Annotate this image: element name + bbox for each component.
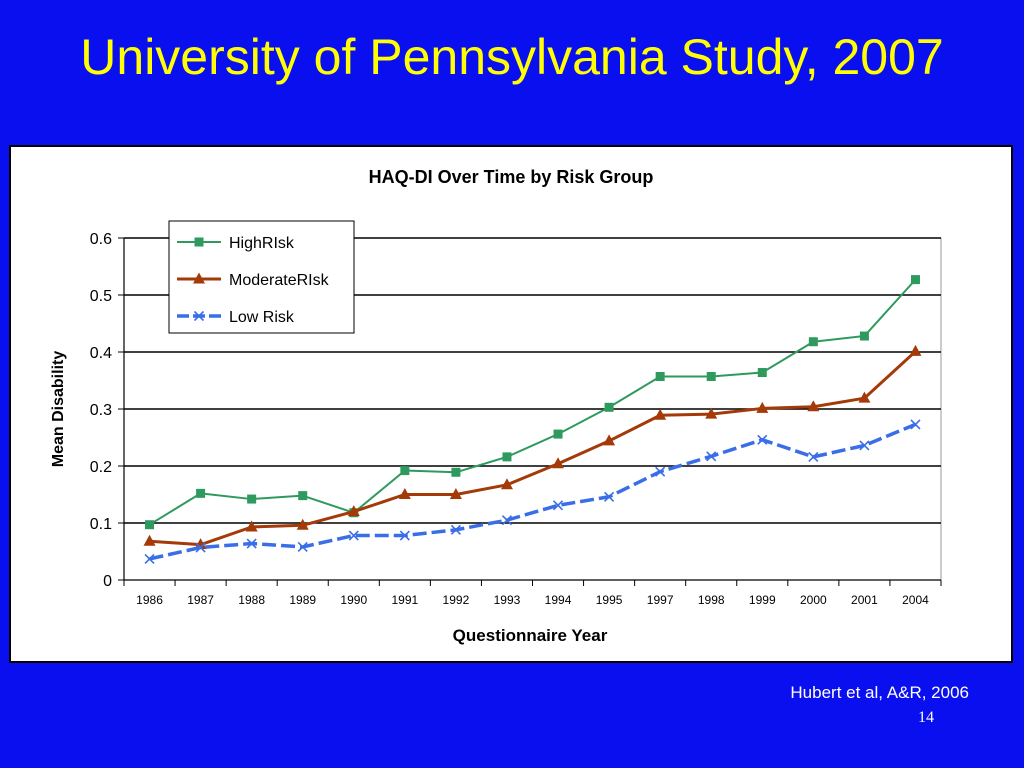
data-point-moderaterisk bbox=[756, 401, 769, 413]
x-tick-label: 1997 bbox=[647, 593, 674, 607]
data-point-moderaterisk bbox=[654, 408, 667, 420]
data-point-highrisk bbox=[655, 372, 665, 382]
x-tick-label: 1995 bbox=[596, 593, 623, 607]
data-point-low-risk bbox=[297, 541, 308, 553]
data-point-moderaterisk bbox=[909, 344, 922, 356]
data-point-low-risk bbox=[450, 524, 461, 535]
chart-title: HAQ-DI Over Time by Risk Group bbox=[369, 167, 654, 187]
x-axis-label: Questionnaire Year bbox=[453, 626, 608, 645]
data-point-highrisk bbox=[910, 275, 920, 285]
legend-marker-low-risk bbox=[193, 310, 205, 322]
data-point-low-risk bbox=[399, 530, 410, 541]
data-point-low-risk bbox=[552, 500, 564, 511]
data-point-highrisk bbox=[706, 372, 716, 382]
y-tick-label: 0.5 bbox=[90, 288, 112, 305]
x-tick-label: 2000 bbox=[800, 593, 827, 607]
data-point-moderaterisk bbox=[398, 488, 411, 499]
x-tick-label: 1989 bbox=[289, 593, 316, 607]
legend-label-low-risk: Low Risk bbox=[229, 309, 295, 326]
data-point-moderaterisk bbox=[603, 434, 616, 446]
series-line-low-risk bbox=[149, 422, 917, 561]
x-tick-label: 1993 bbox=[494, 593, 521, 607]
data-point-highrisk bbox=[451, 467, 461, 477]
chart-panel: HAQ-DI Over Time by Risk Group 0 0.1 0.2 0.3… bbox=[9, 145, 1013, 663]
data-point-highrisk bbox=[400, 466, 410, 476]
data-point-low-risk bbox=[757, 434, 768, 445]
x-tick-label: 1999 bbox=[749, 593, 776, 607]
data-point-low-risk bbox=[144, 553, 155, 564]
data-point-highrisk bbox=[502, 452, 512, 462]
x-tick-label: 1988 bbox=[238, 593, 265, 607]
data-point-highrisk bbox=[247, 494, 257, 504]
slide-title: University of Pennsylvania Study, 2007 bbox=[80, 29, 944, 85]
data-point-highrisk bbox=[196, 488, 206, 498]
x-tick-label: 1994 bbox=[545, 593, 572, 607]
y-tick-label: 0.2 bbox=[90, 459, 112, 476]
series-line-highrisk bbox=[149, 278, 917, 526]
slide-number: 14 bbox=[918, 709, 934, 726]
data-point-highrisk bbox=[145, 520, 155, 530]
legend-label-highrisk: HighRIsk bbox=[229, 235, 295, 252]
data-point-highrisk bbox=[604, 402, 614, 412]
x-tick-label: 1998 bbox=[698, 593, 725, 607]
data-point-low-risk bbox=[910, 419, 921, 430]
y-tick-label: 0.3 bbox=[90, 402, 112, 419]
x-tick-label: 1990 bbox=[340, 593, 367, 607]
x-tick-label: 1986 bbox=[136, 593, 163, 607]
series-line-moderaterisk bbox=[149, 350, 917, 547]
data-point-moderaterisk bbox=[245, 520, 258, 532]
data-point-low-risk bbox=[808, 451, 819, 462]
data-point-highrisk bbox=[859, 331, 869, 341]
data-point-moderaterisk bbox=[705, 407, 718, 419]
data-point-moderaterisk bbox=[807, 400, 820, 412]
data-point-low-risk bbox=[246, 538, 257, 549]
x-tick-label: 2001 bbox=[851, 593, 878, 607]
x-tick-label: 1992 bbox=[443, 593, 470, 607]
line-chart: HAQ-DI Over Time by Risk Group 0 0.1 0.2 0.3… bbox=[50, 167, 942, 645]
data-point-low-risk bbox=[348, 530, 359, 541]
y-tick-label: 0.4 bbox=[90, 345, 112, 362]
data-point-moderaterisk bbox=[449, 488, 462, 499]
data-point-low-risk bbox=[706, 451, 717, 462]
data-point-low-risk bbox=[655, 466, 666, 477]
legend-marker-moderaterisk bbox=[193, 272, 205, 284]
citation: Hubert et al, A&R, 2006 bbox=[790, 683, 969, 702]
x-tick-label: 1991 bbox=[391, 593, 418, 607]
legend-marker-highrisk bbox=[194, 237, 204, 247]
data-point-low-risk bbox=[195, 542, 206, 553]
data-point-moderaterisk bbox=[347, 505, 360, 517]
data-point-highrisk bbox=[808, 337, 818, 347]
data-point-moderaterisk bbox=[858, 391, 871, 403]
data-point-moderaterisk bbox=[143, 534, 156, 546]
x-tick-label: 1987 bbox=[187, 593, 214, 607]
data-point-highrisk bbox=[757, 368, 767, 378]
data-point-highrisk bbox=[553, 429, 563, 439]
y-axis-label: Mean Disability bbox=[50, 351, 67, 468]
data-point-low-risk bbox=[501, 515, 513, 526]
data-point-highrisk bbox=[298, 491, 308, 501]
data-point-moderaterisk bbox=[500, 478, 513, 490]
data-point-moderaterisk bbox=[296, 518, 309, 530]
legend-label-moderaterisk: ModerateRIsk bbox=[229, 272, 330, 289]
data-point-low-risk bbox=[604, 491, 615, 502]
x-tick-label: 2004 bbox=[902, 593, 929, 607]
data-point-low-risk bbox=[859, 440, 870, 451]
y-tick-label: 0 bbox=[103, 573, 112, 590]
data-point-moderaterisk bbox=[552, 457, 565, 469]
y-tick-label: 0.1 bbox=[90, 516, 112, 533]
y-tick-label: 0.6 bbox=[90, 231, 112, 248]
